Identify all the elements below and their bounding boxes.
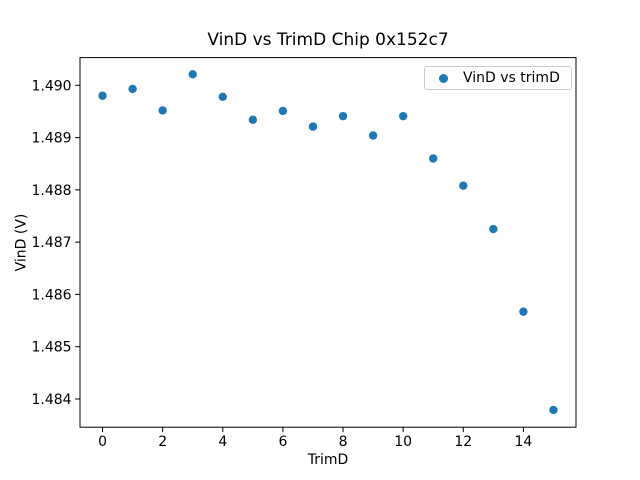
scatter-point: [128, 84, 137, 94]
scatter-point: [278, 106, 288, 116]
scatter-point: [248, 115, 258, 125]
y-tick-label: 1.487: [32, 235, 72, 251]
scatter-point: [429, 154, 438, 163]
x-tick-label: 0: [98, 434, 107, 450]
scatter-point: [459, 181, 468, 190]
y-tick-label: 1.490: [32, 78, 72, 94]
scatter-point: [549, 405, 558, 415]
y-tick-label: 1.488: [32, 183, 72, 199]
scatter-point: [308, 122, 318, 131]
scatter-point: [489, 224, 498, 234]
scatter-point: [98, 91, 107, 100]
scatter-point: [188, 70, 197, 79]
y-tick-label: 1.484: [32, 392, 72, 408]
scatter-point: [368, 131, 378, 140]
scatter-point: [338, 111, 348, 121]
x-axis-label: TrimD: [307, 452, 349, 468]
scatter-point: [218, 92, 227, 102]
chart-title: VinD vs TrimD Chip 0x152c7: [207, 30, 449, 50]
y-tick-label: 1.486: [32, 287, 72, 303]
x-tick-label: 2: [158, 434, 167, 450]
scatter-point: [519, 307, 528, 316]
scatter-point: [398, 111, 408, 121]
axes-frame: [79, 57, 577, 428]
y-tick-label: 1.489: [32, 131, 72, 147]
x-tick-label: 8: [339, 434, 348, 450]
legend-label: VinD vs trimD: [463, 70, 560, 86]
x-tick-label: 12: [454, 434, 472, 450]
x-tick-label: 14: [514, 434, 532, 450]
x-tick-label: 4: [218, 434, 227, 450]
legend-marker-icon: [439, 73, 448, 83]
y-tick-label: 1.485: [32, 340, 72, 356]
legend: VinD vs trimD: [424, 66, 572, 90]
scatter-point: [158, 106, 167, 115]
x-tick-label: 10: [394, 434, 412, 450]
x-tick-label: 6: [278, 434, 287, 450]
